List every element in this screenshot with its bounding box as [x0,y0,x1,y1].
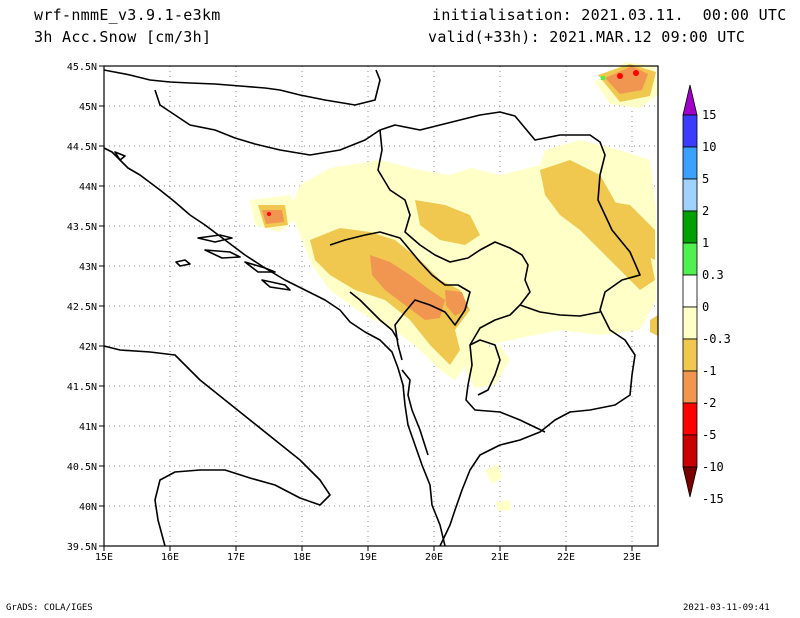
model-title: wrf-nmmE_v3.9.1-e3km [34,6,221,24]
colorbar-top-arrow [682,84,698,116]
lat-label: 41N [79,422,97,433]
footer-left: GrADS: COLA/IGES [6,603,93,613]
colorbar-label: -0.3 [702,332,731,346]
colorbar-label: -15 [702,492,724,506]
lat-label: 39.5N [67,542,97,553]
init-time: initialisation: 2021.03.11. 00:00 UTC [432,6,787,24]
axis-tick-marks [99,65,633,551]
colorbar-label: 2 [702,204,709,218]
lon-label: 15E [95,552,113,563]
colorbar-segment [682,114,698,148]
lat-label: 45.5N [67,62,97,73]
colorbar-label: 0 [702,300,709,314]
colorbar-label: -1 [702,364,716,378]
lat-label: 40.5N [67,462,97,473]
lat-label: 44.5N [67,142,97,153]
lat-label: 41.5N [67,382,97,393]
colorbar-label: 1 [702,236,709,250]
valid-time: valid(+33h): 2021.MAR.12 09:00 UTC [428,28,746,46]
lat-label: 42N [79,342,97,353]
lat-labels: 45.5N 45N 44.5N 44N 43.5N 43N 42.5N 42N … [67,62,97,553]
colorbar-segment [682,178,698,212]
lon-label: 19E [359,552,377,563]
lat-label: 44N [79,182,97,193]
colorbar-segment [682,274,698,308]
colorbar-segment [682,306,698,340]
lon-label: 16E [161,552,179,563]
colorbar [682,84,698,498]
coastlines-borders [103,69,641,547]
lat-label: 42.5N [67,302,97,313]
colorbar-label: -5 [702,428,716,442]
lon-label: 23E [623,552,641,563]
lon-label: 18E [293,552,311,563]
colorbar-label: -2 [702,396,716,410]
colorbar-label: 10 [702,140,716,154]
lat-label: 43.5N [67,222,97,233]
field-title: 3h Acc.Snow [cm/3h] [34,28,212,46]
colorbar-segment [682,338,698,372]
snow-field-light [250,62,658,511]
snow-field-moderate [258,64,658,365]
lon-label: 17E [227,552,245,563]
lon-label: 20E [425,552,443,563]
snow-melt-spot [601,76,605,80]
colorbar-segment [682,146,698,180]
lat-label: 40N [79,502,97,513]
colorbar-label: 5 [702,172,709,186]
colorbar-bottom-arrow [682,466,698,498]
colorbar-segment [682,434,698,468]
lon-label: 22E [557,552,575,563]
colorbar-label: 15 [702,108,716,122]
snow-field-max [267,70,639,216]
lon-labels: 15E 16E 17E 18E 19E 20E 21E 22E 23E [95,552,641,563]
colorbar-segment [682,402,698,436]
colorbar-segment [682,210,698,244]
colorbar-label: 0.3 [702,268,724,282]
lat-label: 43N [79,262,97,273]
footer-right: 2021-03-11-09:41 [683,603,770,613]
colorbar-labels: 15 10 5 2 1 0.3 0 -0.3 -1 -2 -5 -10 -15 [702,108,731,506]
colorbar-segment [682,370,698,404]
colorbar-label: -10 [702,460,724,474]
lon-label: 21E [491,552,509,563]
lat-label: 45N [79,102,97,113]
colorbar-segment [682,242,698,276]
